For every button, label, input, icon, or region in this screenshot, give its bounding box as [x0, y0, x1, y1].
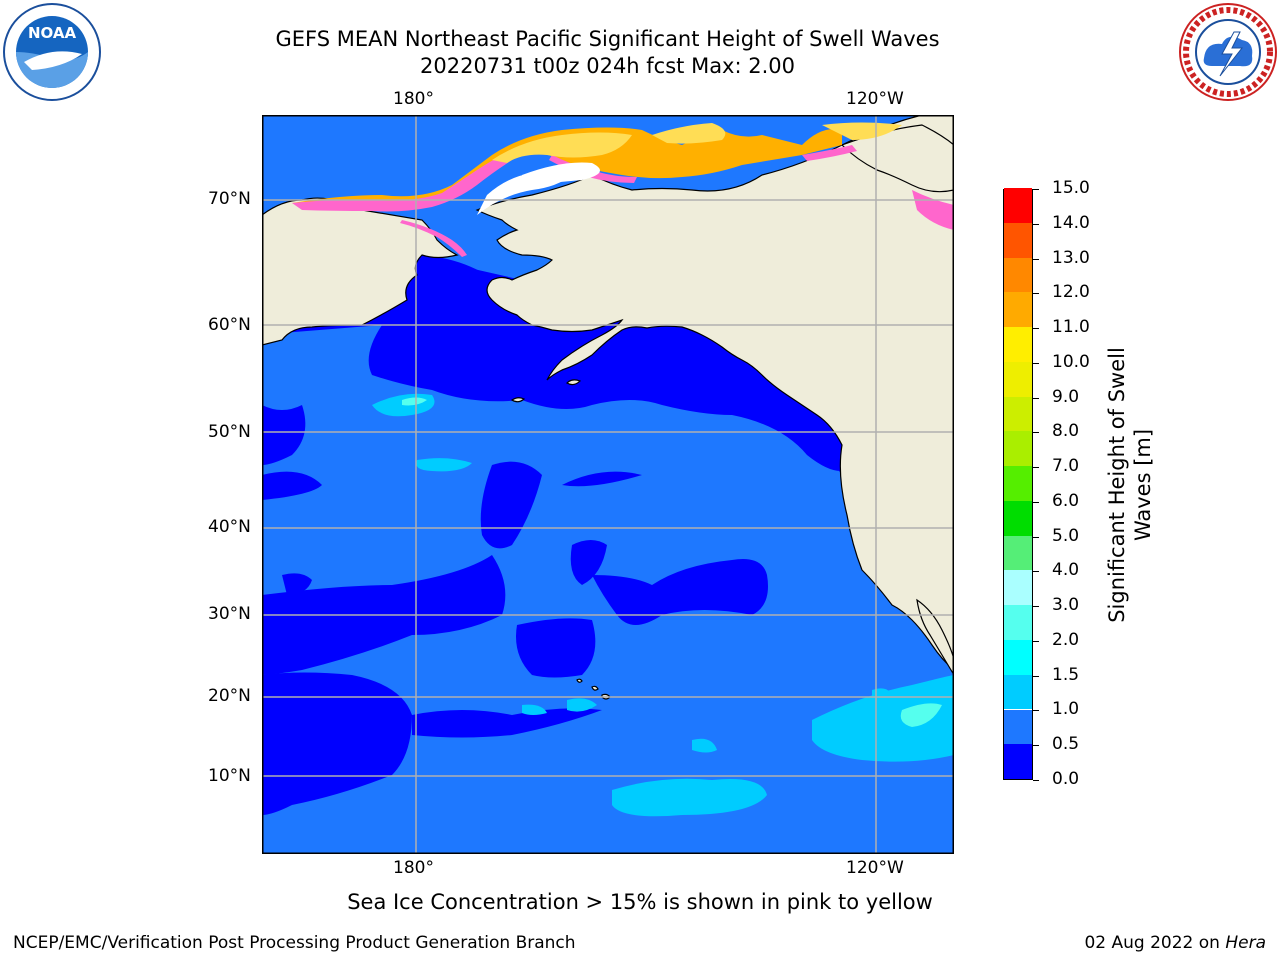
colorbar-tick-mark [1033, 362, 1039, 364]
colorbar-tick-label: 14.0 [1052, 212, 1090, 233]
map-panel [261, 114, 955, 854]
colorbar-bin-14.0-15.0 [1004, 188, 1032, 223]
sea-ice-overlay [292, 122, 954, 257]
lat-label-30n: 30°N [208, 604, 251, 624]
colorbar-title: Significant Height of Swell Waves [m] [1104, 347, 1156, 623]
colorbar-tick-label: 6.0 [1052, 490, 1080, 511]
colorbar-bin-0.5-1.0 [1004, 709, 1032, 745]
colorbar-tick-label: 10.0 [1052, 351, 1090, 372]
colorbar-bin-5.0-6.0 [1004, 500, 1032, 536]
colorbar-bin-7.0-8.0 [1004, 431, 1032, 467]
colorbar-tick-label: 11.0 [1052, 317, 1090, 338]
colorbar-bin-3.0-4.0 [1004, 570, 1032, 606]
chart-subtitle: 20220731 t00z 024h fcst Max: 2.00 [420, 54, 795, 78]
colorbar-tick-label: 13.0 [1052, 247, 1090, 268]
colorbar-tick-mark [1033, 397, 1039, 399]
svg-text:NOAA: NOAA [28, 24, 77, 42]
footer-date-text: 02 Aug 2022 on [1084, 933, 1226, 953]
colorbar-tick-label: 5.0 [1052, 525, 1080, 546]
colorbar-tick-label: 12.0 [1052, 282, 1090, 303]
colorbar-bin-1.0-1.5 [1004, 674, 1032, 710]
colorbar-tick-label: 1.5 [1052, 664, 1080, 685]
colorbar-bin-11.0-12.0 [1004, 292, 1032, 328]
swell-2.0-3.0-regions [402, 397, 942, 727]
colorbar [1003, 188, 1033, 780]
colorbar-tick-mark [1033, 328, 1039, 330]
colorbar-tick-label: 15.0 [1052, 178, 1090, 198]
map-gridlines [262, 115, 954, 854]
colorbar-tick-label: 7.0 [1052, 456, 1080, 477]
nws-logo [1178, 2, 1278, 102]
colorbar-tick-mark [1033, 223, 1039, 225]
colorbar-title-line1: Significant Height of Swell [1105, 347, 1129, 623]
lon-label-bottom-180: 180° [393, 858, 434, 878]
lat-label-20n: 20°N [208, 686, 251, 706]
colorbar-tick-mark [1033, 189, 1039, 190]
colorbar-bin-2.0-3.0 [1004, 605, 1032, 640]
colorbar-title-line2: Waves [m] [1131, 428, 1155, 542]
colorbar-tick-mark [1033, 501, 1039, 503]
sea-ice-note: Sea Ice Concentration > 15% is shown in … [347, 890, 933, 914]
colorbar-tick-label: 0.5 [1052, 734, 1080, 755]
colorbar-tick-mark [1033, 293, 1039, 295]
colorbar-tick-mark [1033, 258, 1039, 260]
map-frame [262, 115, 954, 854]
colorbar-tick-mark [1033, 710, 1039, 712]
colorbar-bin-13.0-14.0 [1004, 222, 1032, 258]
lon-label-top-120w: 120°W [846, 89, 904, 109]
lon-label-top-180: 180° [393, 89, 434, 109]
colorbar-tick-mark [1033, 745, 1039, 747]
footer-machine: Hera [1225, 933, 1266, 953]
footer-date: 02 Aug 2022 on Hera [1084, 933, 1266, 953]
colorbar-tick-mark [1033, 432, 1039, 434]
colorbar-bin-4.0-5.0 [1004, 535, 1032, 571]
colorbar-bin-0.0-0.5 [1004, 744, 1032, 779]
colorbar-bin-12.0-13.0 [1004, 257, 1032, 293]
noaa-logo: NOAA [2, 2, 102, 102]
colorbar-tick-mark [1033, 640, 1039, 642]
colorbar-tick-label: 0.0 [1052, 769, 1080, 789]
lat-label-50n: 50°N [208, 422, 251, 442]
colorbar-bin-9.0-10.0 [1004, 361, 1032, 397]
colorbar-bin-8.0-9.0 [1004, 396, 1032, 432]
colorbar-bin-1.5-2.0 [1004, 639, 1032, 675]
colorbar-tick-mark [1033, 571, 1039, 573]
colorbar-tick-mark [1033, 606, 1039, 608]
lat-label-40n: 40°N [208, 517, 251, 537]
lon-label-bottom-120w: 120°W [846, 858, 904, 878]
colorbar-tick-label: 9.0 [1052, 386, 1080, 407]
colorbar-tick-mark [1033, 675, 1039, 677]
land-masses [261, 114, 955, 700]
colorbar-bin-6.0-7.0 [1004, 466, 1032, 501]
chart-title: GEFS MEAN Northeast Pacific Significant … [275, 27, 940, 51]
colorbar-tick-label: 1.0 [1052, 699, 1080, 720]
colorbar-tick-label: 2.0 [1052, 629, 1080, 650]
colorbar-tick-label: 8.0 [1052, 421, 1080, 442]
lat-label-10n: 10°N [208, 766, 251, 786]
colorbar-tick-label: 3.0 [1052, 595, 1080, 616]
map-svg [261, 114, 955, 854]
footer-credit: NCEP/EMC/Verification Post Processing Pr… [13, 933, 576, 953]
lat-label-60n: 60°N [208, 315, 251, 335]
lat-label-70n: 70°N [208, 189, 251, 209]
colorbar-tick-mark [1033, 467, 1039, 469]
colorbar-tick-label: 4.0 [1052, 560, 1080, 581]
colorbar-tick-mark [1033, 536, 1039, 538]
colorbar-tick-mark [1033, 780, 1039, 781]
colorbar-bin-10.0-11.0 [1004, 327, 1032, 362]
